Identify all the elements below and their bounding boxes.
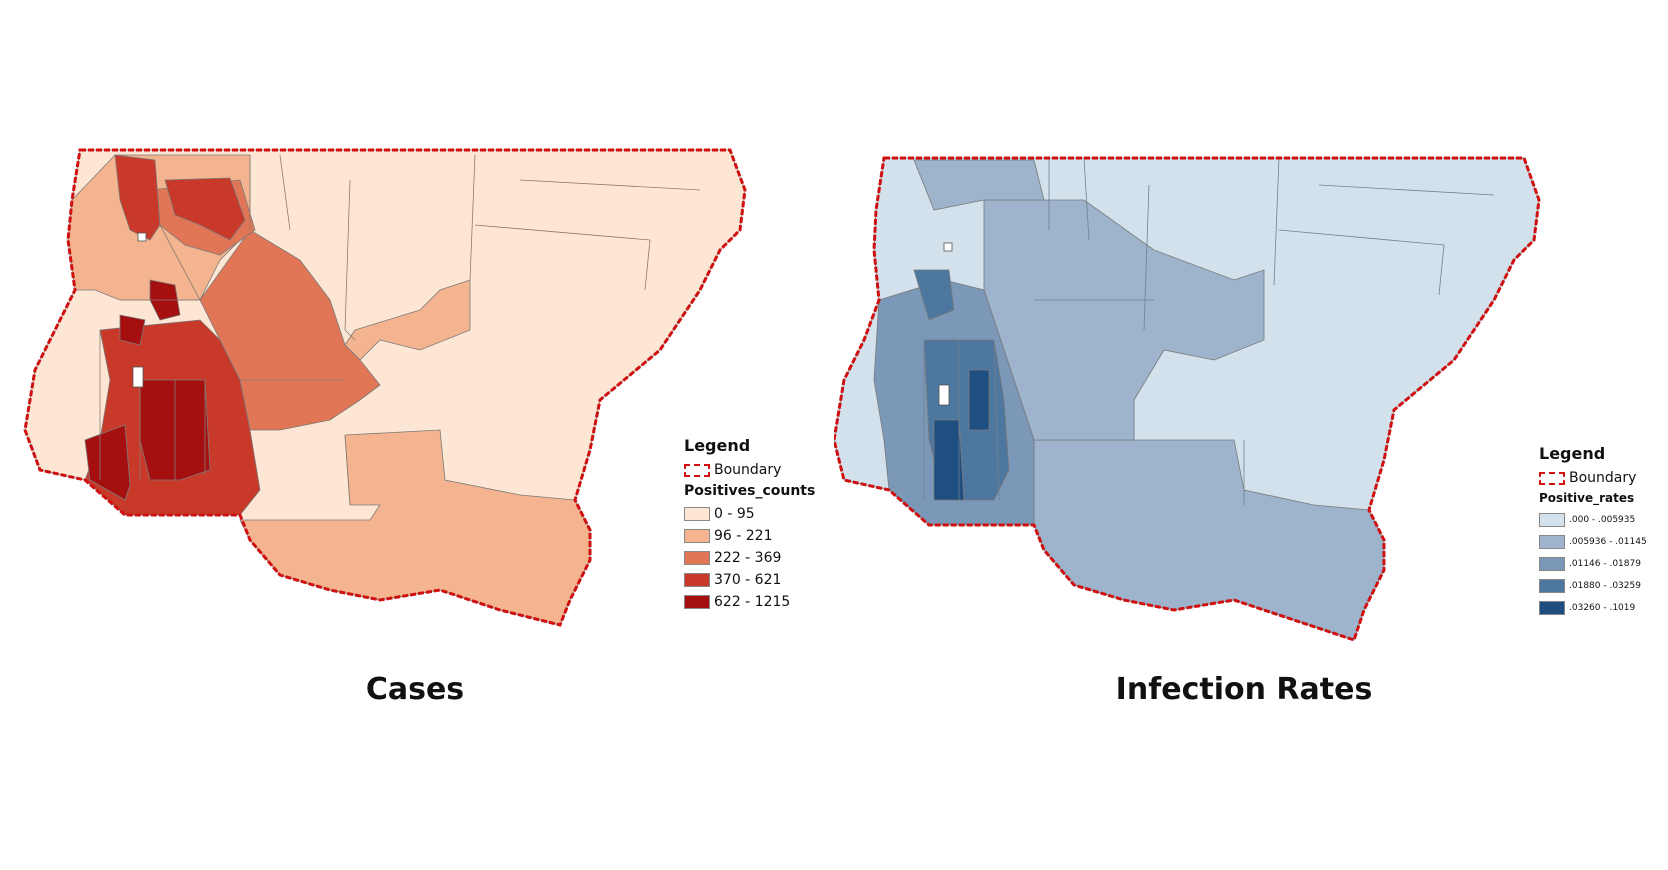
- legend-class-label: 0 - 95: [714, 506, 755, 522]
- legend-classes: 0 - 95 96 - 221 222 - 369 370 - 621 622 …: [684, 503, 815, 613]
- legend-swatch: [684, 551, 710, 565]
- legend-boundary-row: Boundary: [1539, 467, 1647, 489]
- region-core-2: [913, 269, 955, 321]
- legend-class-row: .01880 - .03259: [1539, 575, 1647, 597]
- cases-legend: Legend Boundary Positives_counts 0 - 95 …: [684, 436, 815, 613]
- legend-class-row: 222 - 369: [684, 547, 815, 569]
- region-darkest-2: [84, 424, 131, 501]
- region-ne-dark: [164, 177, 246, 241]
- cases-boundary: [23, 148, 747, 627]
- legend-class-label: .000 - .005935: [1569, 515, 1636, 525]
- region-darkest: [933, 419, 965, 501]
- legend-class-label: .01146 - .01879: [1569, 559, 1641, 569]
- boundary-swatch: [1539, 471, 1565, 485]
- legend-swatch: [684, 595, 710, 609]
- cases-regions: [24, 149, 746, 626]
- cases-title: Cases: [365, 672, 465, 707]
- legend-class-label: .01880 - .03259: [1569, 581, 1641, 591]
- legend-class-label: 222 - 369: [714, 550, 782, 566]
- cases-map: [23, 148, 747, 627]
- region-north-dark: [114, 154, 161, 241]
- rates-boundary: [834, 156, 1541, 642]
- hole-2: [943, 242, 953, 252]
- infection-rates-title: Infection Rates: [1115, 672, 1373, 707]
- hole-1: [132, 366, 144, 388]
- legend-swatch: [684, 529, 710, 543]
- legend-class-row: 0 - 95: [684, 503, 815, 525]
- boundary-label: Boundary: [714, 462, 782, 478]
- cases-map-panel: Legend Boundary Positives_counts 0 - 95 …: [23, 148, 815, 707]
- legend-swatch: [1539, 535, 1565, 549]
- legend-class-label: .03260 - .1019: [1569, 603, 1636, 613]
- legend-classes: .000 - .005935 .005936 - .01145 .01146 -…: [1539, 509, 1647, 619]
- rates-internal-lines: [923, 157, 1495, 505]
- cases-internal-lines: [99, 154, 701, 506]
- legend-boundary-row: Boundary: [684, 459, 815, 481]
- legend-swatch: [1539, 601, 1565, 615]
- hole-2: [137, 232, 147, 242]
- legend-class-row: 96 - 221: [684, 525, 815, 547]
- rates-legend: Legend Boundary Positive_rates .000 - .0…: [1539, 444, 1647, 619]
- legend-swatch: [1539, 557, 1565, 571]
- legend-swatch: [684, 573, 710, 587]
- legend-class-row: .000 - .005935: [1539, 509, 1647, 531]
- hole-1: [938, 384, 950, 406]
- region-darkest-4: [119, 314, 146, 346]
- infection-rates-map-panel: Legend Boundary Positive_rates .000 - .0…: [834, 0, 1668, 870]
- legend-swatch: [1539, 579, 1565, 593]
- legend-class-label: 622 - 1215: [714, 594, 791, 610]
- legend-class-label: 370 - 621: [714, 572, 782, 588]
- boundary-label: Boundary: [1569, 470, 1637, 486]
- infection-rates-map: [834, 156, 1541, 642]
- legend-title: Legend: [1539, 444, 1606, 463]
- legend-class-row: 370 - 621: [684, 569, 815, 591]
- region-darkest-2: [968, 369, 990, 431]
- legend-field-name: Positives_counts: [684, 483, 816, 499]
- region-north: [913, 159, 1045, 211]
- legend-class-row: 622 - 1215: [684, 591, 815, 613]
- boundary-swatch: [684, 463, 710, 477]
- legend-field-name: Positive_rates: [1539, 491, 1635, 505]
- legend-class-label: .005936 - .01145: [1569, 537, 1647, 547]
- legend-swatch: [684, 507, 710, 521]
- legend-title: Legend: [684, 436, 751, 455]
- legend-class-row: .005936 - .01145: [1539, 531, 1647, 553]
- legend-class-label: 96 - 221: [714, 528, 773, 544]
- legend-class-row: .01146 - .01879: [1539, 553, 1647, 575]
- legend-class-row: .03260 - .1019: [1539, 597, 1647, 619]
- rates-regions: [834, 157, 1540, 641]
- legend-swatch: [1539, 513, 1565, 527]
